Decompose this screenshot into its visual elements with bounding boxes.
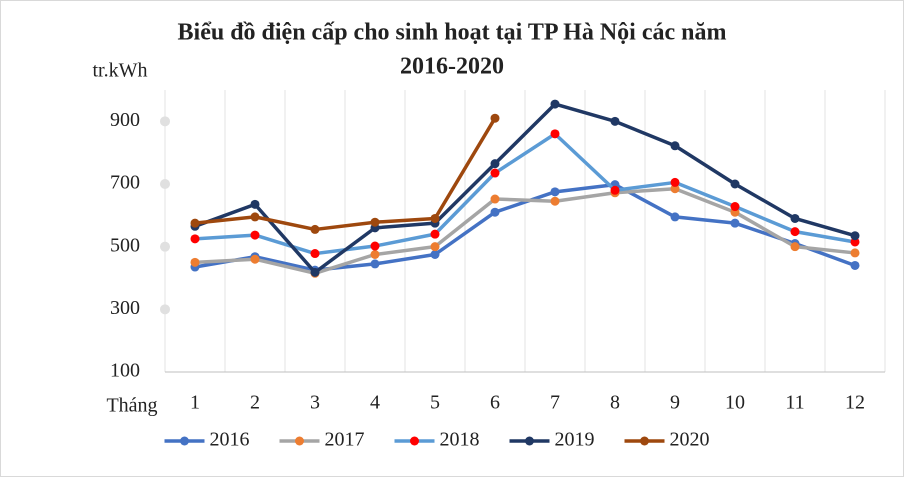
- data-point: [370, 250, 380, 259]
- data-point: [850, 237, 860, 247]
- data-point: [670, 184, 680, 194]
- data-point: [610, 185, 620, 195]
- y-tick-mark: [160, 179, 170, 189]
- x-tick-label: 3: [310, 392, 320, 414]
- data-point: [550, 196, 560, 206]
- x-tick-label: 7: [550, 392, 560, 414]
- data-point: [790, 213, 800, 223]
- data-point: [250, 212, 260, 222]
- x-tick-label: 1: [190, 392, 200, 414]
- data-point: [310, 249, 320, 259]
- data-point: [730, 179, 740, 189]
- data-point: [370, 241, 380, 251]
- data-point: [430, 242, 440, 252]
- data-point: [430, 213, 440, 223]
- x-tick-label: 9: [670, 392, 680, 414]
- x-axis-label: Tháng: [106, 395, 157, 417]
- data-point: [310, 267, 320, 277]
- legend-label: 2019: [555, 429, 595, 451]
- data-point: [430, 250, 440, 259]
- data-point: [490, 159, 500, 169]
- data-point: [550, 129, 560, 139]
- data-point: [250, 230, 260, 240]
- data-point: [610, 116, 620, 126]
- y-tick-label: 700: [110, 172, 140, 194]
- data-point: [190, 257, 200, 267]
- y-tick-label: 900: [110, 109, 140, 131]
- data-point: [430, 229, 440, 239]
- series-line: [194, 186, 856, 276]
- data-point: [490, 113, 500, 123]
- data-point: [730, 218, 740, 228]
- legend-marker: [525, 436, 534, 446]
- x-tick-label: 10: [725, 392, 745, 414]
- data-point: [550, 99, 560, 109]
- series-line: [194, 182, 856, 272]
- data-point: [850, 248, 860, 258]
- data-point: [550, 187, 560, 197]
- x-tick-label: 8: [610, 392, 620, 414]
- data-point: [850, 231, 860, 241]
- data-point: [310, 224, 320, 234]
- data-point: [370, 217, 380, 227]
- data-point: [490, 207, 500, 217]
- data-point: [190, 218, 200, 228]
- data-point: [670, 212, 680, 222]
- x-tick-label: 6: [490, 392, 500, 414]
- data-point: [850, 260, 860, 270]
- data-point: [670, 177, 680, 187]
- legend-label: 2020: [670, 429, 710, 451]
- legend-marker: [180, 436, 189, 446]
- chart-title: 2016-2020: [400, 54, 504, 80]
- data-point: [370, 259, 380, 269]
- data-point: [490, 194, 500, 204]
- x-tick-label: 12: [845, 392, 865, 414]
- series-line: [194, 132, 856, 256]
- data-point: [790, 242, 800, 252]
- x-tick-label: 5: [430, 392, 440, 414]
- data-point: [790, 227, 800, 237]
- y-tick-label: 100: [110, 360, 140, 382]
- legend-marker: [410, 436, 419, 446]
- data-point: [490, 168, 500, 178]
- x-tick-label: 11: [785, 392, 804, 414]
- data-point: [190, 234, 200, 244]
- y-tick-label: 500: [110, 234, 140, 256]
- data-point: [730, 202, 740, 212]
- data-point: [250, 254, 260, 264]
- y-tick-label: 300: [110, 297, 140, 319]
- legend-marker: [295, 436, 304, 446]
- x-tick-label: 4: [370, 392, 380, 414]
- chart-title: Biểu đồ điện cấp cho sinh hoạt tại TP Hà…: [178, 20, 727, 46]
- y-tick-mark: [160, 241, 170, 252]
- data-point: [670, 141, 680, 151]
- y-tick-mark: [160, 116, 170, 127]
- data-point: [250, 199, 260, 209]
- legend-label: 2016: [210, 429, 250, 451]
- x-tick-label: 2: [250, 392, 260, 414]
- series-line: [194, 102, 856, 275]
- legend-label: 2017: [325, 429, 365, 451]
- legend-marker: [640, 436, 649, 446]
- legend-label: 2018: [440, 429, 480, 451]
- y-tick-mark: [160, 304, 170, 315]
- series-line: [194, 117, 497, 232]
- y-axis-label: tr.kWh: [93, 60, 148, 82]
